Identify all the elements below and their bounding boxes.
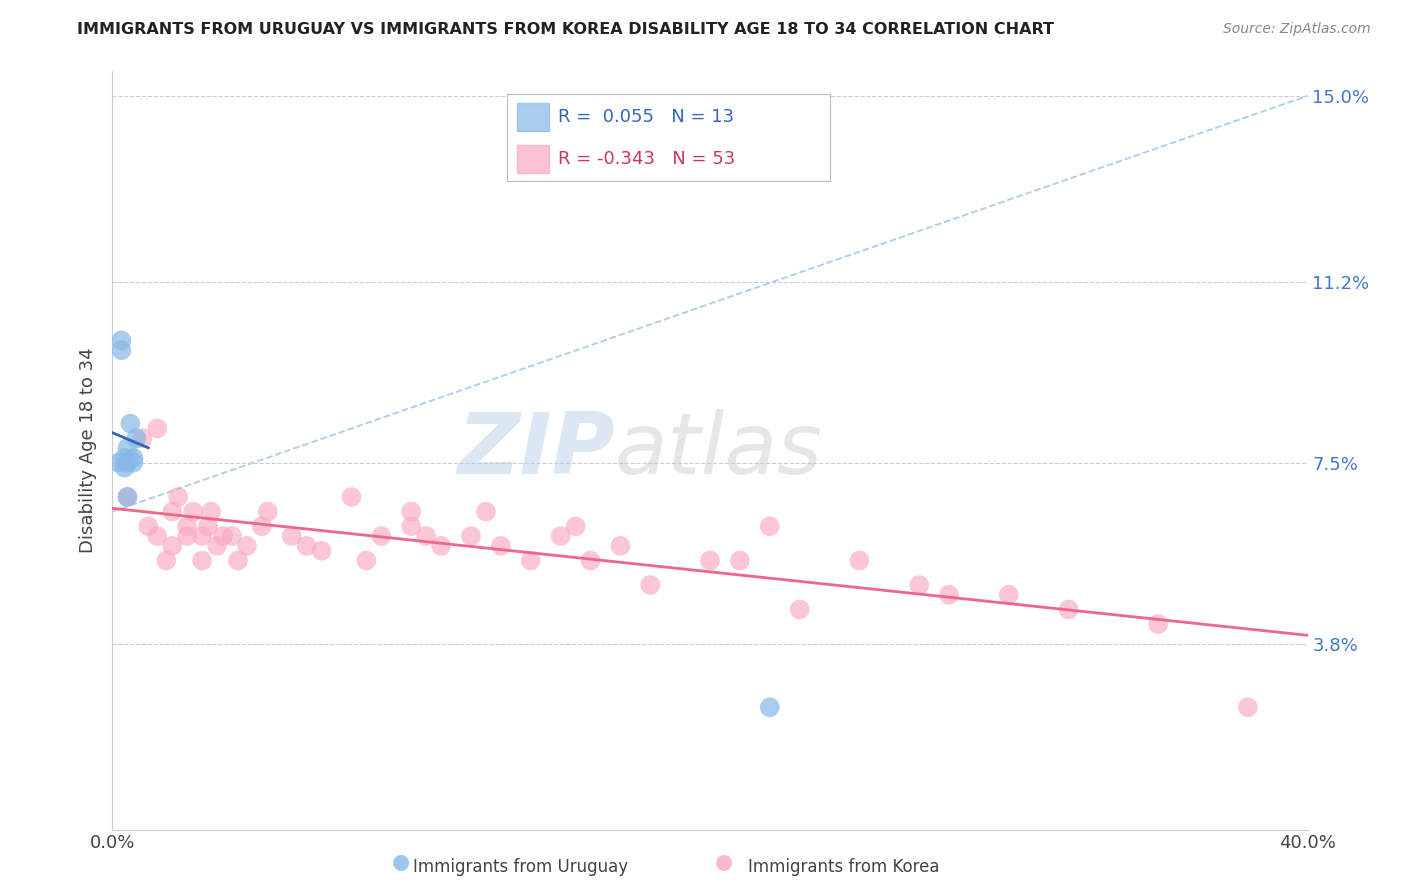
Point (564, 519, 586, 533)
Point (370, 529, 392, 543)
Point (236, 539, 259, 553)
Point (250, 519, 273, 533)
Text: ●: ● (716, 853, 733, 872)
Point (162, 539, 183, 553)
Point (212, 529, 235, 543)
Point (167, 490, 190, 504)
Point (295, 539, 318, 553)
Point (789, 602, 811, 616)
Point (257, 505, 280, 519)
Point (117, 490, 139, 504)
Text: Immigrants from Korea: Immigrants from Korea (748, 858, 939, 876)
Point (460, 529, 482, 543)
Point (131, 431, 153, 445)
Point (475, 505, 498, 519)
Point (176, 519, 198, 533)
Point (114, 460, 135, 475)
Point (489, 539, 512, 553)
Point (114, 450, 135, 465)
Text: Immigrants from Uruguay: Immigrants from Uruguay (412, 858, 628, 876)
Point (120, 417, 142, 431)
Point (340, 490, 363, 504)
Point (759, 700, 782, 714)
Point (155, 553, 177, 567)
Point (640, 578, 662, 592)
Point (998, 588, 1021, 602)
Point (728, 553, 751, 567)
Point (759, 519, 782, 533)
Point (281, 529, 304, 543)
Point (110, 343, 132, 358)
Point (162, 505, 183, 519)
Point (311, 543, 333, 558)
Point (848, 553, 870, 567)
Y-axis label: Disability Age 18 to 34: Disability Age 18 to 34 (79, 348, 97, 553)
Point (1237, 700, 1260, 714)
Point (122, 450, 145, 465)
Point (146, 421, 169, 435)
Point (107, 456, 129, 470)
Point (125, 431, 148, 445)
Point (138, 519, 160, 533)
Point (609, 539, 631, 553)
Point (146, 529, 169, 543)
Point (117, 490, 139, 504)
Text: IMMIGRANTS FROM URUGUAY VS IMMIGRANTS FROM KOREA DISABILITY AGE 18 TO 34 CORRELA: IMMIGRANTS FROM URUGUAY VS IMMIGRANTS FR… (77, 22, 1054, 37)
Point (401, 505, 423, 519)
Point (1147, 617, 1170, 632)
Point (938, 588, 960, 602)
Point (430, 539, 453, 553)
Point (226, 553, 249, 567)
Point (908, 578, 931, 592)
Point (579, 553, 602, 567)
Point (520, 553, 543, 567)
Point (191, 553, 214, 567)
Point (205, 539, 228, 553)
Point (191, 529, 214, 543)
Point (122, 456, 145, 470)
Point (117, 456, 139, 470)
Point (117, 441, 139, 455)
Text: atlas: atlas (614, 409, 823, 492)
Point (1057, 602, 1080, 616)
Text: Source: ZipAtlas.com: Source: ZipAtlas.com (1223, 22, 1371, 37)
Point (356, 553, 378, 567)
Point (110, 334, 132, 348)
Text: ZIP: ZIP (457, 409, 614, 492)
Point (401, 519, 423, 533)
Text: ●: ● (392, 853, 409, 872)
Point (200, 505, 222, 519)
Point (699, 553, 721, 567)
Point (550, 529, 572, 543)
Point (181, 505, 204, 519)
Point (197, 519, 219, 533)
Point (415, 529, 437, 543)
Point (221, 529, 243, 543)
Point (176, 529, 198, 543)
